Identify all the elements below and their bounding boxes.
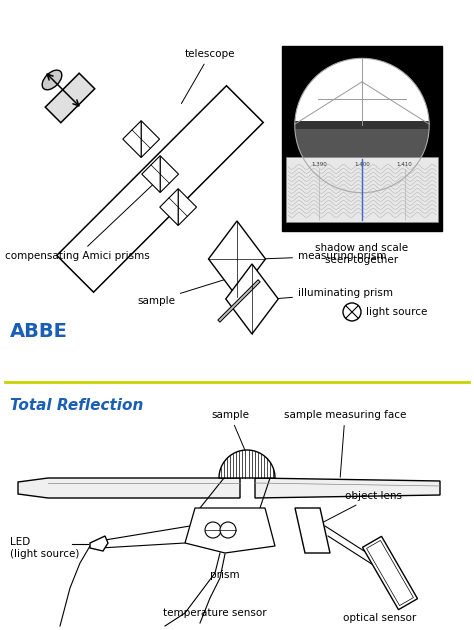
Text: 1.410: 1.410 xyxy=(397,162,412,167)
Circle shape xyxy=(343,303,361,321)
Bar xyxy=(286,157,438,222)
Polygon shape xyxy=(160,156,179,193)
Text: 1.400: 1.400 xyxy=(354,162,370,167)
Text: object lens: object lens xyxy=(314,491,402,527)
Polygon shape xyxy=(363,536,418,610)
Text: telescope: telescope xyxy=(182,49,235,103)
Polygon shape xyxy=(209,221,265,297)
Polygon shape xyxy=(160,189,178,226)
Polygon shape xyxy=(295,125,429,193)
Polygon shape xyxy=(178,189,197,226)
Polygon shape xyxy=(226,264,278,334)
Polygon shape xyxy=(295,508,330,553)
Circle shape xyxy=(205,522,221,538)
Text: sample: sample xyxy=(137,278,228,306)
Text: prism: prism xyxy=(210,570,240,580)
Polygon shape xyxy=(185,508,275,553)
Polygon shape xyxy=(141,121,160,158)
Polygon shape xyxy=(18,478,240,498)
Text: optical sensor: optical sensor xyxy=(343,613,417,623)
Polygon shape xyxy=(142,156,160,193)
Text: sample measuring face: sample measuring face xyxy=(284,410,406,478)
Text: temperature sensor: temperature sensor xyxy=(163,608,267,618)
Polygon shape xyxy=(45,73,95,123)
Text: sample: sample xyxy=(211,410,249,452)
Text: LED
(light source): LED (light source) xyxy=(10,537,79,559)
Polygon shape xyxy=(255,478,440,498)
Bar xyxy=(295,122,429,130)
Bar xyxy=(282,46,442,231)
Text: illuminating prism: illuminating prism xyxy=(276,288,393,299)
Text: shadow and scale
seen together: shadow and scale seen together xyxy=(315,243,409,265)
Text: compensating Amici prisms: compensating Amici prisms xyxy=(5,178,160,261)
Circle shape xyxy=(220,522,236,538)
Ellipse shape xyxy=(42,70,62,89)
Polygon shape xyxy=(218,280,260,322)
Polygon shape xyxy=(123,121,141,158)
Text: measuring prism: measuring prism xyxy=(263,251,386,261)
Text: Total Reflection: Total Reflection xyxy=(10,399,143,413)
Text: ABBE: ABBE xyxy=(10,322,68,341)
Text: 1.390: 1.390 xyxy=(311,162,328,167)
Polygon shape xyxy=(219,450,275,478)
Polygon shape xyxy=(366,541,413,605)
Polygon shape xyxy=(57,86,263,292)
Polygon shape xyxy=(90,536,108,551)
Text: light source: light source xyxy=(366,307,428,317)
Polygon shape xyxy=(295,59,429,125)
